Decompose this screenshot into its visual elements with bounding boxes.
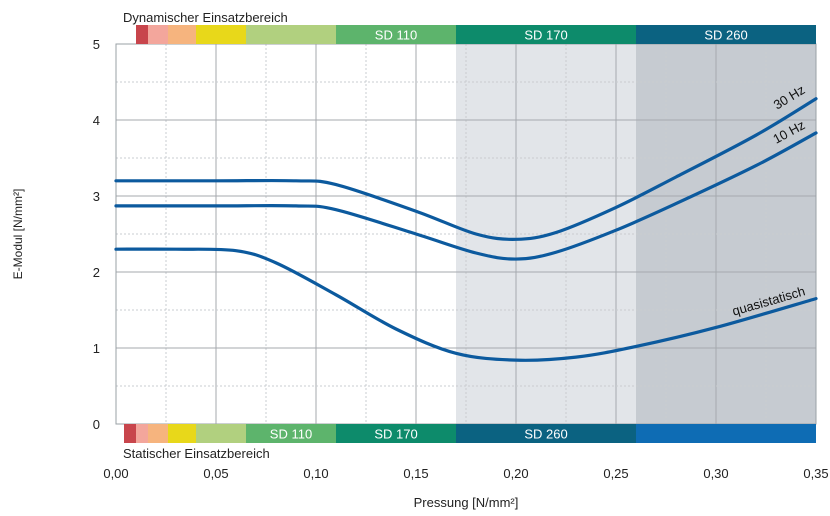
x-tick-label: 0,05 — [203, 466, 228, 481]
y-axis-label: E-Modul [N/mm²] — [11, 189, 25, 280]
dynamic-range-bar: SD 110 SD 170 SD 260 — [136, 25, 816, 44]
static-range-segment — [136, 424, 148, 443]
static-range-segment — [246, 424, 336, 443]
y-tick-label: 4 — [93, 113, 100, 128]
x-tick-label: 0,30 — [703, 466, 728, 481]
y-tick-label: 5 — [93, 37, 100, 52]
static-range-segment — [124, 424, 136, 443]
x-tick-label: 0,25 — [603, 466, 628, 481]
static-range-label: SD 260 — [524, 427, 567, 442]
x-tick-labels: 0,00 0,05 0,10 0,15 0,20 0,25 0,30 0,35 — [103, 466, 828, 481]
x-tick-label: 0,35 — [803, 466, 828, 481]
dynamic-range-segment — [246, 25, 336, 44]
static-range-segment — [168, 424, 196, 443]
grid — [116, 44, 816, 424]
x-tick-label: 0,15 — [403, 466, 428, 481]
x-tick-label: 0,20 — [503, 466, 528, 481]
static-range-label: SD 170 — [374, 427, 417, 442]
y-tick-label: 0 — [93, 417, 100, 432]
x-axis-label: Pressung [N/mm²] — [414, 495, 519, 510]
series-line-2 — [114, 247, 818, 362]
dynamic-range-segment — [336, 25, 456, 44]
dynamic-range-label: SD 170 — [524, 28, 567, 43]
y-tick-label: 3 — [93, 189, 100, 204]
dynamic-range-segment — [636, 25, 816, 44]
static-range-label: SD 110 — [270, 427, 312, 442]
dynamic-range-segment — [136, 25, 148, 44]
static-range-segment — [148, 424, 168, 443]
dynamic-range-segment — [196, 25, 246, 44]
dynamic-range-segment — [148, 25, 168, 44]
static-range-segment — [456, 424, 636, 443]
dynamic-range-label: SD 260 — [704, 28, 747, 43]
series-line-0 — [114, 97, 818, 241]
static-range-bar: SD 110 SD 170 SD 260 — [124, 424, 816, 443]
dynamic-range-segment — [456, 25, 636, 44]
y-tick-label: 2 — [93, 265, 100, 280]
dynamic-range-label: SD 110 — [375, 28, 417, 43]
dynamic-range-title: Dynamischer Einsatzbereich — [123, 10, 288, 25]
dynamic-range-segment — [168, 25, 196, 44]
y-tick-label: 1 — [93, 341, 100, 356]
y-tick-labels: 0 1 2 3 4 5 — [93, 37, 100, 432]
static-range-title: Statischer Einsatzbereich — [123, 446, 270, 461]
static-range-segment — [636, 424, 816, 443]
static-range-segment — [196, 424, 246, 443]
series-line-1 — [114, 131, 818, 261]
static-range-segment — [336, 424, 456, 443]
x-tick-label: 0,10 — [303, 466, 328, 481]
x-tick-label: 0,00 — [103, 466, 128, 481]
